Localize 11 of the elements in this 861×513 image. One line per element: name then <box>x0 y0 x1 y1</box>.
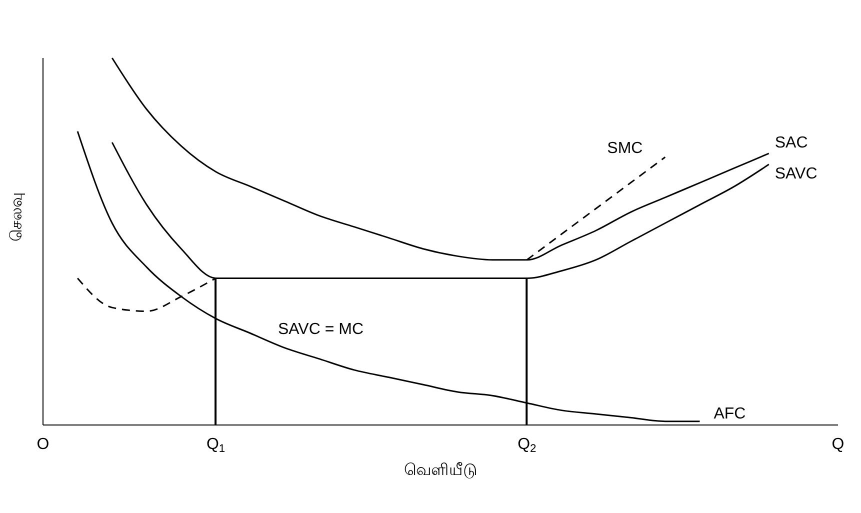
series-label: SAC <box>774 134 808 152</box>
x-tick-label: Q$_{2}$ <box>518 436 536 456</box>
x-tick-label: O <box>36 436 50 453</box>
series-label: SMC <box>607 140 643 158</box>
x-tick-label: Q <box>832 436 844 453</box>
series-label: SAVC <box>774 165 818 182</box>
x-tick-label: Q$_{1}$ <box>206 436 226 456</box>
x-axis-title: வெளியீடு <box>404 462 477 479</box>
annotation: SAVC = MC <box>278 321 364 338</box>
series-label: AFC <box>714 405 746 422</box>
y-axis-title: செலவு <box>8 192 26 242</box>
